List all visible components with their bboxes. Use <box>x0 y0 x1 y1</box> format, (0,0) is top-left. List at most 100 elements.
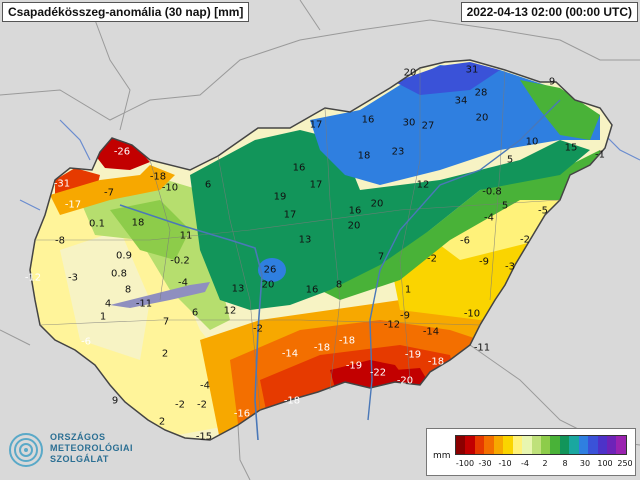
legend-tick-label: -30 <box>478 459 492 468</box>
station-value: -0.8 <box>482 186 502 198</box>
legend-tick-label: 100 <box>597 459 613 468</box>
station-value: 10 <box>525 136 539 148</box>
logo-line-2: METEOROLÓGIAI <box>50 443 133 453</box>
legend-tick-label: -10 <box>498 459 512 468</box>
station-value: 17 <box>309 119 323 131</box>
legend-color-bar <box>455 435 627 455</box>
station-value: 0.1 <box>89 218 105 230</box>
station-value: -22 <box>369 367 387 379</box>
station-value: 13 <box>231 283 245 295</box>
station-value: 20 <box>261 279 275 291</box>
station-value: 30 <box>402 117 416 129</box>
station-value: 20 <box>403 67 417 79</box>
legend-swatch <box>588 436 598 454</box>
station-value: 12 <box>223 305 237 317</box>
station-value: 8 <box>124 284 132 296</box>
station-value: 28 <box>474 87 488 99</box>
station-value: 16 <box>305 284 319 296</box>
station-value: 6 <box>204 179 212 191</box>
station-value: 1 <box>404 284 412 296</box>
station-value: -3 <box>505 261 515 273</box>
station-value: -18 <box>313 342 331 354</box>
legend-swatch <box>607 436 617 454</box>
station-value: 18 <box>357 150 371 162</box>
station-value: -31 <box>53 178 71 190</box>
legend-swatch <box>474 436 485 454</box>
station-value: -16 <box>233 408 251 420</box>
station-value: -14 <box>281 348 299 360</box>
station-value: 23 <box>391 146 405 158</box>
station-value: -20 <box>396 375 414 387</box>
station-value: -2 <box>175 399 185 411</box>
station-value: -12 <box>24 272 42 284</box>
station-value: -7 <box>104 187 114 199</box>
station-value: 31 <box>465 64 479 76</box>
legend-unit: mm <box>433 451 451 461</box>
station-value: -18 <box>283 395 301 407</box>
station-value: 0.9 <box>116 250 132 262</box>
station-value: -2 <box>427 253 437 265</box>
legend-swatch <box>616 436 626 454</box>
station-value: -2 <box>253 323 263 335</box>
legend-swatch <box>569 436 579 454</box>
station-value: 16 <box>361 114 375 126</box>
station-value: 5 <box>506 154 514 166</box>
station-value: 0.8 <box>111 268 127 280</box>
station-value: 2 <box>161 348 169 360</box>
station-value: -26 <box>113 146 131 158</box>
station-value: -1 <box>595 149 605 161</box>
station-value: -11 <box>135 298 153 310</box>
legend-swatch <box>550 436 560 454</box>
station-value: 15 <box>564 142 578 154</box>
legend-swatch <box>512 436 523 454</box>
legend-swatch <box>597 436 607 454</box>
legend-tick-label: 250 <box>617 459 633 468</box>
logo-line-1: ORSZÁGOS <box>50 432 106 442</box>
legend-swatch <box>503 436 513 454</box>
omsz-logo: ORSZÁGOS METEOROLÓGIAI SZOLGÁLAT <box>8 430 158 474</box>
station-value: -3 <box>68 272 78 284</box>
legend-tick-label: -100 <box>455 459 475 468</box>
station-value: 5 <box>501 200 509 212</box>
station-value: -4 <box>484 212 494 224</box>
station-value: -15 <box>195 431 213 443</box>
station-value: 7 <box>377 251 385 263</box>
station-value: 26 <box>263 264 277 276</box>
legend-swatch <box>465 436 475 454</box>
legend-swatch <box>484 436 494 454</box>
station-value: -6 <box>81 336 91 348</box>
station-value: 27 <box>421 120 435 132</box>
station-value: 19 <box>273 191 287 203</box>
legend-swatch <box>559 436 570 454</box>
station-value: 2 <box>158 416 166 428</box>
station-value: -4 <box>178 277 188 289</box>
legend-tick-label: 2 <box>542 459 548 468</box>
station-value: 4 <box>104 298 112 310</box>
station-value: -19 <box>345 360 363 372</box>
legend-swatch <box>531 436 541 454</box>
station-value: 8 <box>335 279 343 291</box>
station-value: 7 <box>162 316 170 328</box>
legend-swatch <box>522 436 532 454</box>
legend-swatch <box>578 436 589 454</box>
station-value: -17 <box>64 199 82 211</box>
station-value: -9 <box>479 256 489 268</box>
station-value: 9 <box>111 395 119 407</box>
station-value: -2 <box>520 234 530 246</box>
station-value: -14 <box>422 326 440 338</box>
country-border <box>29 59 613 441</box>
station-value: -4 <box>200 380 210 392</box>
station-value: 1 <box>99 311 107 323</box>
station-value: -2 <box>197 399 207 411</box>
timestamp: 2022-04-13 02:00 (00:00 UTC) <box>460 2 638 22</box>
station-value: -0.2 <box>170 255 190 267</box>
legend-swatch <box>540 436 551 454</box>
station-value: 34 <box>454 95 468 107</box>
legend-tick-label: -4 <box>521 459 529 468</box>
station-value: -9 <box>400 310 410 322</box>
station-value: 13 <box>298 234 312 246</box>
map-title: Csapadékösszeg-anomália (30 nap) [mm] <box>2 2 250 22</box>
station-value: 16 <box>348 205 362 217</box>
